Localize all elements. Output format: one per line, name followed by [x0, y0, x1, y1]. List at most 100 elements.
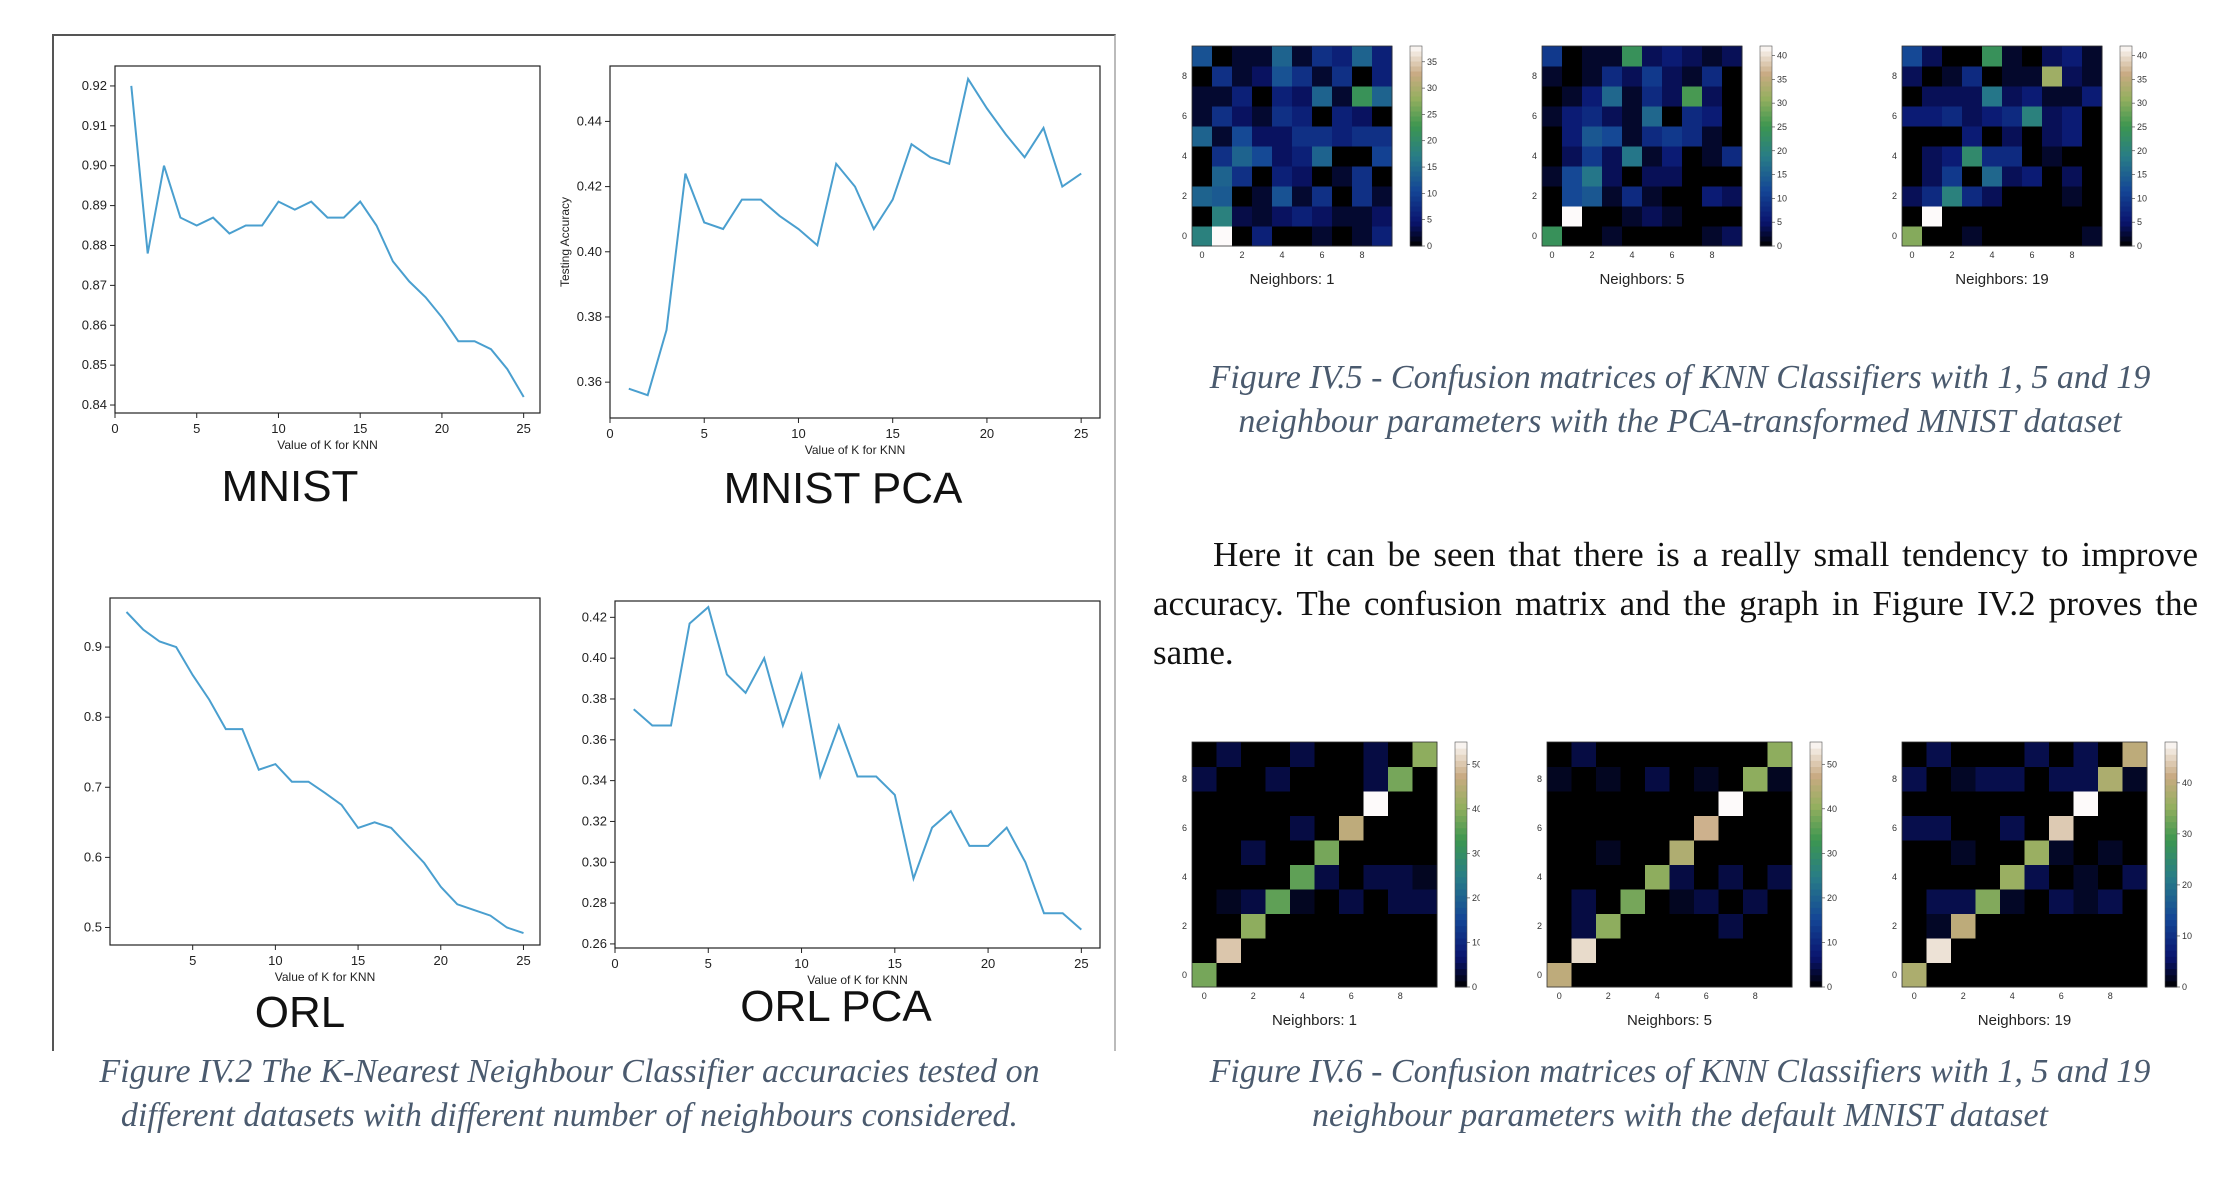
colorbar-segment — [1410, 106, 1422, 112]
matrix-cell — [2049, 913, 2074, 939]
colorbar-segment — [1810, 858, 1822, 865]
matrix-cell — [1975, 815, 2001, 841]
colorbar-tick-label: 20 — [1827, 893, 1837, 903]
matrix-cell — [1252, 126, 1273, 147]
matrix-cell — [2002, 66, 2023, 87]
x-tick-label: 20 — [981, 956, 995, 971]
colorbar-tick-label: 0 — [1427, 241, 1432, 251]
matrix-cell — [1312, 206, 1333, 227]
matrix-cell — [1332, 86, 1353, 107]
colorbar-segment — [1810, 809, 1822, 816]
colorbar-segment — [1455, 840, 1467, 847]
matrix-cell — [1312, 86, 1333, 107]
cm-x-tick-label: 8 — [1359, 250, 1364, 260]
colorbar-segment — [1810, 913, 1822, 921]
matrix-cell — [1332, 206, 1353, 227]
colorbar-tick-label: 30 — [2137, 98, 2147, 108]
matrix-cell — [1192, 766, 1217, 792]
matrix-cell — [2000, 815, 2025, 841]
y-tick-label: 0.5 — [84, 919, 102, 934]
colorbar-segment — [1760, 131, 1772, 137]
cm-y-tick-label: 4 — [1892, 151, 1897, 161]
matrix-cell — [1192, 889, 1217, 914]
cm-title: Neighbors: 19 — [1955, 271, 2048, 288]
matrix-cell — [1290, 889, 1315, 914]
matrix-cell — [1694, 815, 1719, 841]
colorbar-segment — [1410, 136, 1422, 142]
colorbar-segment — [1760, 201, 1772, 207]
y-tick-label: 0.26 — [582, 936, 607, 951]
matrix-cell — [1942, 126, 1963, 147]
colorbar-segment — [1760, 151, 1772, 157]
colorbar-tick-label: 40 — [1777, 51, 1787, 61]
matrix-cell — [1192, 840, 1217, 865]
matrix-cell — [1622, 186, 1643, 207]
matrix-cell — [1942, 46, 1963, 67]
matrix-cell — [1682, 126, 1703, 147]
matrix-cell — [2022, 166, 2043, 187]
colorbar-segment — [1410, 176, 1422, 182]
matrix-cell — [1314, 962, 1340, 988]
colorbar-segment — [1810, 876, 1822, 884]
colorbar-segment — [1410, 206, 1422, 212]
matrix-cell — [1388, 938, 1413, 963]
matrix-cell — [1682, 146, 1703, 167]
matrix-cell — [1620, 791, 1646, 816]
matrix-cell — [1743, 864, 1768, 890]
confusion-matrix-pca-k1: 0 0 2 2 4 4 6 6 8 8 Neighbors: 1 0 5 10 15 20 25 30 35 — [1170, 40, 1480, 305]
matrix-cell — [1702, 66, 1723, 87]
matrix-cell — [1702, 226, 1723, 247]
colorbar-segment — [1455, 833, 1467, 841]
matrix-cell — [1272, 86, 1293, 107]
matrix-cell — [1669, 913, 1695, 939]
matrix-cell — [2042, 46, 2063, 67]
x-tick-label: 5 — [193, 421, 200, 436]
matrix-cell — [1942, 86, 1963, 107]
cm-y-tick-label: 8 — [1537, 774, 1542, 784]
matrix-cell — [1620, 742, 1646, 767]
matrix-cell — [1542, 166, 1563, 187]
colorbar-tick-label: 20 — [1427, 136, 1437, 146]
colorbar-tick-label: 15 — [1427, 162, 1437, 172]
matrix-cell — [1212, 126, 1233, 147]
matrix-cell — [1926, 938, 1952, 963]
matrix-cell — [1192, 146, 1213, 167]
matrix-cell — [1232, 46, 1253, 67]
colorbar-tick-label: 0 — [1777, 241, 1782, 251]
matrix-cell — [1241, 889, 1266, 914]
matrix-cell — [2073, 962, 2099, 988]
matrix-cell — [1622, 86, 1643, 107]
y-tick-label: 0.85 — [82, 357, 107, 372]
matrix-cell — [1292, 86, 1313, 107]
matrix-cell — [1372, 206, 1393, 227]
matrix-cell — [1363, 938, 1389, 963]
matrix-cell — [1702, 206, 1723, 227]
cm-y-tick-label: 0 — [1892, 970, 1897, 980]
cm-x-tick-label: 6 — [2029, 250, 2034, 260]
matrix-cell — [1602, 166, 1623, 187]
cm-y-tick-label: 0 — [1892, 231, 1897, 241]
matrix-cell — [2042, 146, 2063, 167]
matrix-cell — [1212, 166, 1233, 187]
colorbar-segment — [1455, 827, 1467, 835]
cm-y-tick-label: 0 — [1182, 231, 1187, 241]
matrix-cell — [1645, 962, 1670, 988]
matrix-cell — [2024, 791, 2050, 816]
colorbar-segment — [2120, 196, 2132, 202]
colorbar-segment — [1455, 778, 1467, 786]
colorbar-segment — [2120, 216, 2132, 222]
matrix-cell — [1922, 126, 1943, 147]
matrix-cell — [1388, 889, 1413, 914]
matrix-cell — [2073, 815, 2099, 841]
matrix-cell — [1922, 66, 1943, 87]
matrix-cell — [1352, 166, 1373, 187]
matrix-cell — [1542, 46, 1563, 67]
cm-x-tick-label: 2 — [1589, 250, 1594, 260]
colorbar-segment — [2120, 106, 2132, 112]
matrix-cell — [1722, 206, 1743, 227]
colorbar-segment — [1410, 186, 1422, 192]
figure-iv5-caption: Figure IV.5 - Confusion matrices of KNN … — [1209, 359, 2151, 440]
matrix-cell — [1926, 889, 1952, 914]
matrix-cell — [1292, 106, 1313, 127]
colorbar-tick-label: 20 — [2182, 880, 2192, 890]
